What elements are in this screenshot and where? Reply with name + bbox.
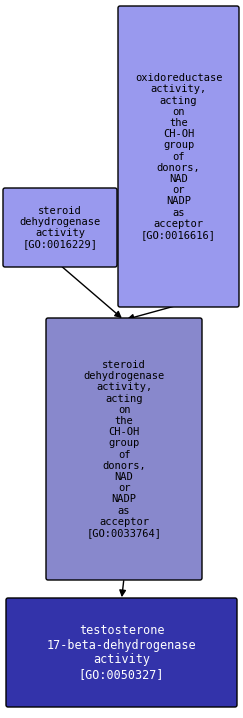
FancyBboxPatch shape <box>3 188 117 267</box>
FancyBboxPatch shape <box>46 318 202 580</box>
Text: oxidoreductase
activity,
acting
on
the
CH-OH
group
of
donors,
NAD
or
NADP
as
acc: oxidoreductase activity, acting on the C… <box>135 73 222 240</box>
FancyBboxPatch shape <box>6 598 237 707</box>
FancyBboxPatch shape <box>118 6 239 307</box>
Text: steroid
dehydrogenase
activity,
acting
on
the
CH-OH
group
of
donors,
NAD
or
NADP: steroid dehydrogenase activity, acting o… <box>83 360 165 538</box>
Text: steroid
dehydrogenase
activity
[GO:0016229]: steroid dehydrogenase activity [GO:00162… <box>19 205 101 249</box>
Text: testosterone
17-beta-dehydrogenase
activity
[GO:0050327]: testosterone 17-beta-dehydrogenase activ… <box>47 624 196 681</box>
